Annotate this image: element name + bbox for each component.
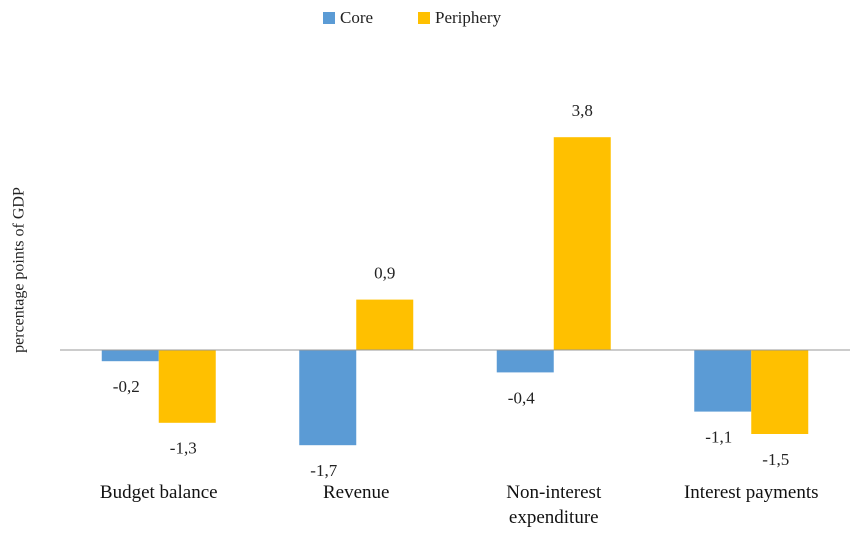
data-label: -0,4: [508, 388, 535, 407]
legend-swatch: [323, 12, 335, 24]
bar: [299, 350, 357, 446]
data-label: -1,5: [762, 450, 789, 469]
x-tick-label: Revenue: [323, 482, 390, 503]
data-label: 0,9: [374, 264, 395, 283]
data-label: -1,7: [310, 461, 337, 480]
legend-swatch: [418, 12, 430, 24]
bar: [553, 137, 611, 350]
data-label: -1,3: [170, 439, 197, 458]
data-label: 3,8: [572, 101, 593, 120]
x-tick-label: Non-interest expenditure: [506, 482, 602, 528]
bar: [751, 350, 809, 434]
data-label: -0,2: [113, 377, 140, 396]
bar: [694, 350, 752, 412]
bar: [356, 299, 414, 350]
data-label: -1,1: [705, 428, 732, 447]
x-tick-label: Budget balance: [99, 482, 218, 503]
bar: [496, 350, 554, 373]
y-axis-label: percentage points of GDP: [11, 187, 28, 353]
bar: [101, 350, 159, 362]
legend-label: Core: [340, 8, 373, 27]
bar: [158, 350, 216, 423]
x-tick-label: Interest payments: [683, 482, 819, 503]
legend-label: Periphery: [435, 8, 502, 27]
